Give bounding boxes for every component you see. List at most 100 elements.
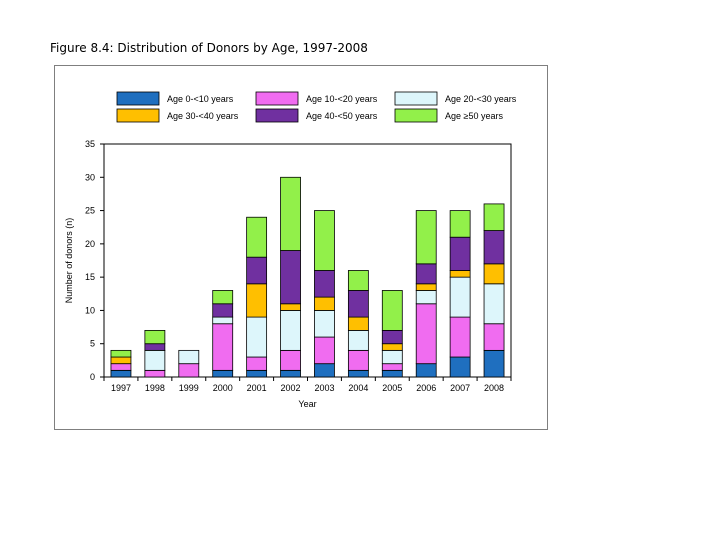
bar-2007-series-2 — [449, 316, 471, 358]
legend-label-2: Age 10-<20 years — [306, 94, 378, 104]
bar-2002-series-5 — [280, 250, 301, 305]
bar-2001-series-4 — [246, 283, 268, 318]
legend-label-4: Age 30-<40 years — [167, 111, 239, 121]
x-tick-label: 2001 — [247, 383, 267, 393]
bar-1998-series-5 — [144, 343, 166, 351]
bar-2007-series-4 — [449, 270, 471, 278]
bar-2004-series-4 — [347, 316, 369, 331]
bar-2002-series-2 — [280, 349, 301, 371]
bar-2001-series-3 — [246, 316, 268, 358]
bar-2003-series-5 — [314, 270, 335, 298]
bar-2008-series-5 — [483, 230, 505, 265]
bar-2004-series-6 — [347, 270, 369, 291]
chart-frame — [54, 65, 548, 430]
bar-1997-series-4 — [110, 356, 132, 365]
bar-2007-series-1 — [449, 356, 471, 378]
bar-2008-series-4 — [483, 263, 505, 285]
x-tick-label: 1999 — [179, 383, 199, 393]
bar-1998-series-2 — [144, 369, 166, 378]
bar-2008-series-1 — [483, 349, 505, 378]
bar-2002-series-3 — [280, 310, 301, 351]
y-tick-label: 5 — [90, 339, 95, 349]
bar-2004-series-1 — [347, 369, 369, 378]
legend-swatch-3 — [394, 91, 438, 106]
legend-label-5: Age 40-<50 years — [306, 111, 378, 121]
x-tick-label: 2008 — [484, 383, 504, 393]
bar-2005-series-5 — [381, 329, 403, 345]
bar-2006-series-4 — [415, 283, 437, 291]
bar-2001-series-5 — [246, 256, 268, 285]
legend-swatch-6 — [394, 108, 438, 123]
bar-2008-series-2 — [483, 323, 505, 351]
bar-1998-series-3 — [144, 349, 166, 371]
bar-2004-series-3 — [347, 329, 369, 351]
bar-2003-series-6 — [314, 210, 335, 271]
bar-2006-series-1 — [415, 363, 437, 378]
bar-1999-series-2 — [178, 363, 200, 378]
bar-2007-series-5 — [449, 236, 471, 271]
bar-2002-series-6 — [280, 176, 301, 251]
y-tick-label: 35 — [85, 139, 95, 149]
x-tick-label: 2003 — [314, 383, 334, 393]
bar-2000-series-5 — [212, 303, 234, 318]
x-tick-label: 1997 — [111, 383, 131, 393]
bar-2001-series-6 — [246, 216, 268, 258]
bar-2002-series-4 — [280, 303, 301, 311]
bar-2000-series-6 — [212, 290, 234, 305]
bar-2006-series-5 — [415, 263, 437, 285]
y-tick-label: 15 — [85, 272, 95, 282]
bar-2006-series-2 — [415, 303, 437, 365]
bar-2002-series-1 — [280, 369, 301, 378]
bar-2003-series-3 — [314, 310, 335, 338]
x-tick-label: 2002 — [281, 383, 301, 393]
x-tick-label: 2004 — [348, 383, 368, 393]
bar-2005-series-2 — [381, 363, 403, 371]
bar-2005-series-3 — [381, 349, 403, 365]
x-tick-label: 2006 — [416, 383, 436, 393]
bar-1997-series-1 — [110, 369, 132, 378]
bar-2000-series-2 — [212, 323, 234, 371]
legend-swatch-2 — [255, 91, 299, 106]
bar-2005-series-6 — [381, 290, 403, 331]
y-tick-label: 20 — [85, 239, 95, 249]
legend-swatch-5 — [255, 108, 299, 123]
bar-2004-series-2 — [347, 349, 369, 371]
legend-label-3: Age 20-<30 years — [445, 94, 517, 104]
bar-2004-series-5 — [347, 290, 369, 318]
figure-title: Figure 8.4: Distribution of Donors by Ag… — [50, 41, 368, 55]
bar-2005-series-1 — [381, 369, 403, 378]
legend-label-6: Age ≥50 years — [445, 111, 503, 121]
legend-label-1: Age 0-<10 years — [167, 94, 234, 104]
bar-1997-series-2 — [110, 363, 132, 371]
bar-2008-series-3 — [483, 283, 505, 325]
bar-1998-series-6 — [144, 329, 166, 345]
bar-2005-series-4 — [381, 343, 403, 351]
bar-2003-series-1 — [314, 363, 335, 378]
bar-2000-series-1 — [212, 369, 234, 378]
bar-2006-series-6 — [415, 210, 437, 265]
x-tick-label: 2005 — [382, 383, 402, 393]
x-tick-label: 2000 — [213, 383, 233, 393]
bar-2003-series-2 — [314, 336, 335, 365]
bar-2007-series-3 — [449, 276, 471, 318]
legend-swatch-1 — [116, 91, 160, 106]
bar-2003-series-4 — [314, 296, 335, 311]
y-tick-label: 30 — [85, 172, 95, 182]
y-tick-label: 10 — [85, 305, 95, 315]
bar-2007-series-6 — [449, 210, 471, 238]
y-tick-label: 0 — [90, 372, 95, 382]
bar-2008-series-6 — [483, 203, 505, 231]
bar-2001-series-1 — [246, 369, 268, 378]
y-axis-title: Number of donors (n) — [64, 218, 74, 304]
x-axis-title: Year — [298, 399, 316, 409]
x-tick-label: 1998 — [145, 383, 165, 393]
y-tick-label: 25 — [85, 206, 95, 216]
bar-1997-series-6 — [110, 349, 132, 358]
bar-2006-series-3 — [415, 290, 437, 305]
legend-swatch-4 — [116, 108, 160, 123]
x-tick-label: 2007 — [450, 383, 470, 393]
bar-1999-series-3 — [178, 349, 200, 365]
bar-2001-series-2 — [246, 356, 268, 371]
bar-2000-series-3 — [212, 316, 234, 325]
